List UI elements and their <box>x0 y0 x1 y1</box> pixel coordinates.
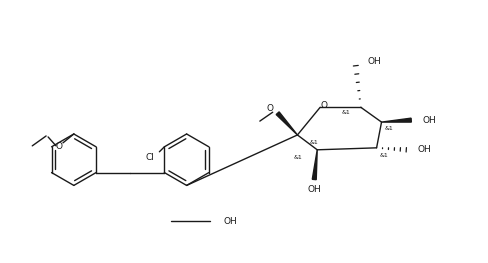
Text: O: O <box>265 104 273 113</box>
Text: &1: &1 <box>341 110 350 115</box>
Polygon shape <box>381 118 410 122</box>
Text: &1: &1 <box>379 153 387 158</box>
Text: Cl: Cl <box>145 153 154 162</box>
Text: OH: OH <box>416 145 430 154</box>
Text: OH: OH <box>367 57 381 66</box>
Text: O: O <box>55 142 62 151</box>
Polygon shape <box>312 150 317 180</box>
Text: O: O <box>320 101 327 110</box>
Text: OH: OH <box>307 185 321 194</box>
Text: &1: &1 <box>293 155 302 160</box>
Text: OH: OH <box>223 216 237 226</box>
Polygon shape <box>276 112 297 135</box>
Text: &1: &1 <box>309 140 317 145</box>
Text: &1: &1 <box>384 125 392 130</box>
Text: OH: OH <box>421 116 435 125</box>
